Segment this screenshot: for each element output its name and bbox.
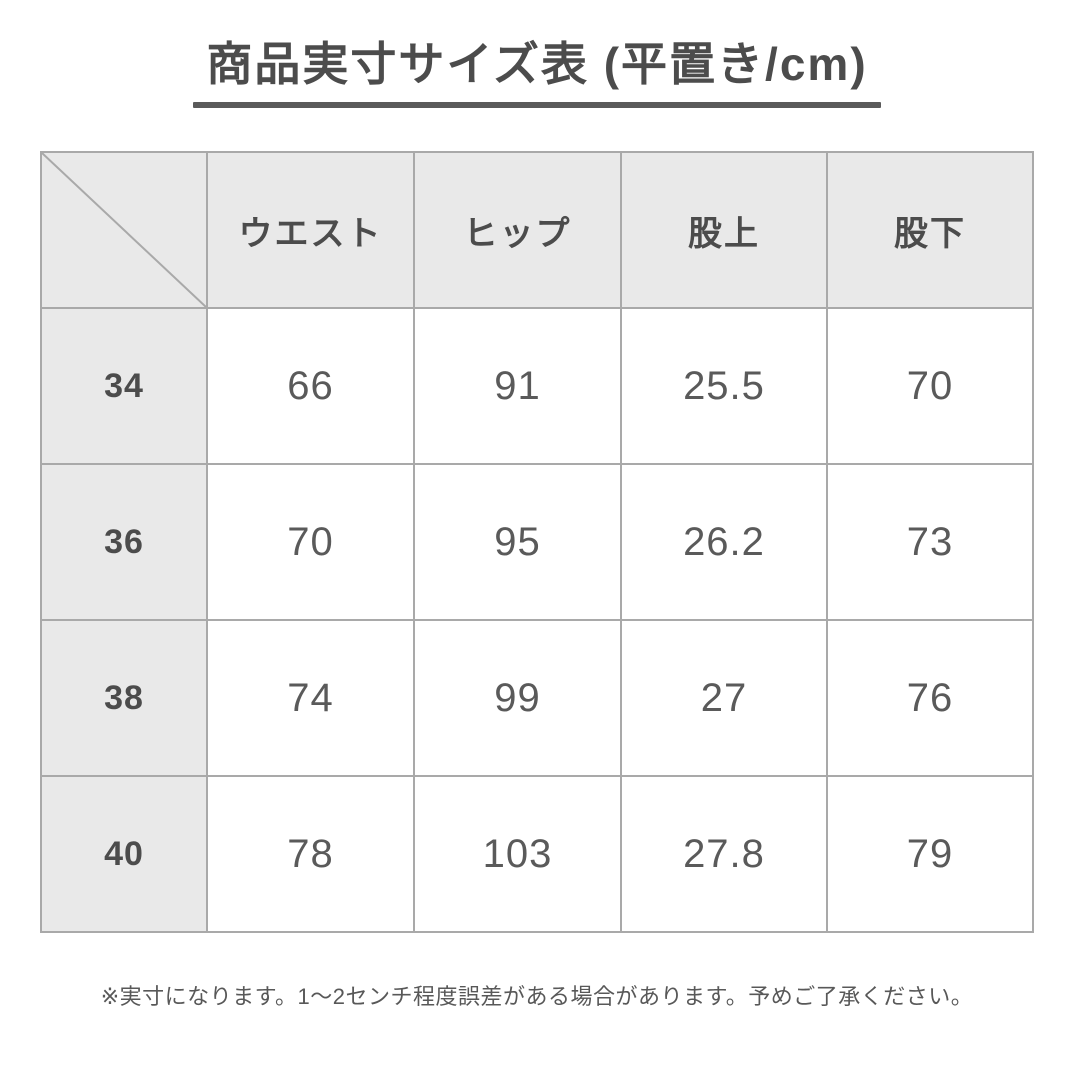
row-header-size: 38 — [40, 619, 208, 777]
table-row-size-38: 38 74 99 27 76 — [40, 619, 1034, 777]
row-header-size: 34 — [40, 307, 208, 465]
cell-rise: 25.5 — [620, 307, 828, 465]
cell-hip: 95 — [413, 463, 622, 621]
cell-waist: 66 — [206, 307, 415, 465]
row-header-size: 40 — [40, 775, 208, 933]
cell-hip: 103 — [413, 775, 622, 933]
col-header-rise: 股上 — [620, 151, 828, 309]
row-header-size: 36 — [40, 463, 208, 621]
cell-inseam: 73 — [826, 463, 1034, 621]
cell-hip: 99 — [413, 619, 622, 777]
cell-inseam: 76 — [826, 619, 1034, 777]
cell-inseam: 79 — [826, 775, 1034, 933]
title-underline — [193, 102, 881, 108]
corner-cell — [40, 151, 208, 309]
page-title: 商品実寸サイズ表 (平置き/cm) — [206, 38, 868, 90]
size-table: ウエスト ヒップ 股上 股下 34 66 91 25.5 70 36 70 95… — [40, 151, 1034, 933]
cell-rise: 27.8 — [620, 775, 828, 933]
footnote: ※実寸になります。1〜2センチ程度誤差がある場合があります。予めご了承ください。 — [100, 984, 974, 1009]
col-header-inseam: 股下 — [826, 151, 1034, 309]
cell-waist: 74 — [206, 619, 415, 777]
cell-waist: 78 — [206, 775, 415, 933]
col-header-waist: ウエスト — [206, 151, 415, 309]
diagonal-line-icon — [42, 153, 206, 307]
table-row-size-36: 36 70 95 26.2 73 — [40, 463, 1034, 621]
cell-hip: 91 — [413, 307, 622, 465]
header-row: ウエスト ヒップ 股上 股下 — [40, 151, 1034, 309]
cell-rise: 27 — [620, 619, 828, 777]
table-row-size-34: 34 66 91 25.5 70 — [40, 307, 1034, 465]
cell-waist: 70 — [206, 463, 415, 621]
table-row-size-40: 40 78 103 27.8 79 — [40, 775, 1034, 933]
cell-rise: 26.2 — [620, 463, 828, 621]
cell-inseam: 70 — [826, 307, 1034, 465]
col-header-hip: ヒップ — [413, 151, 622, 309]
